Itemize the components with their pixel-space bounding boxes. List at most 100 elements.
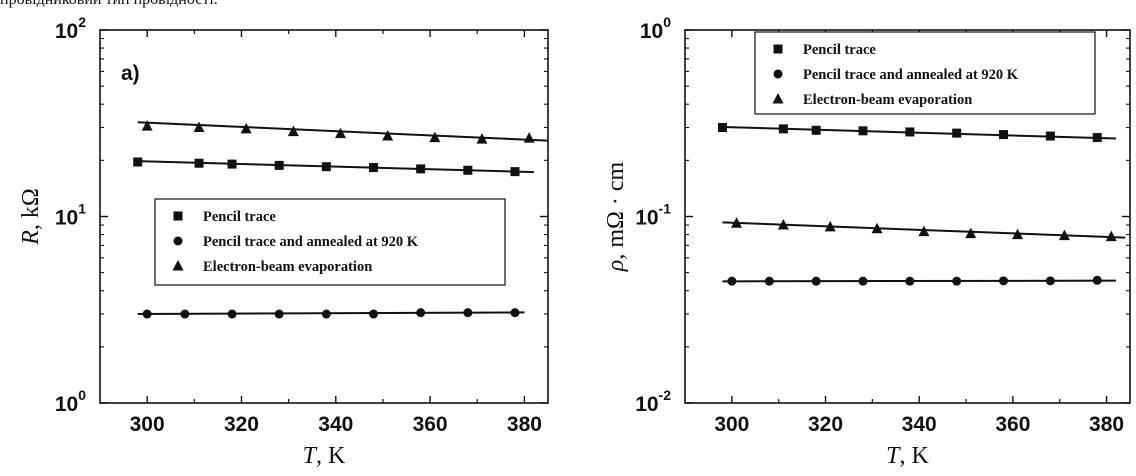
data-point xyxy=(335,127,347,139)
data-point xyxy=(871,222,883,234)
data-point xyxy=(778,124,788,134)
fit-line xyxy=(137,311,525,316)
data-point xyxy=(965,227,977,239)
series-circle xyxy=(137,308,525,319)
x-tick-label: 300 xyxy=(714,413,749,436)
x-tick-label: 380 xyxy=(1089,413,1124,436)
data-point xyxy=(321,309,331,319)
y-axis-label: R, kΩ xyxy=(18,188,44,246)
data-point xyxy=(952,276,962,286)
legend: Pencil trace Pencil trace and annealed at… xyxy=(154,198,506,286)
x-tick-label: 340 xyxy=(902,413,937,436)
data-point xyxy=(416,308,426,318)
data-point xyxy=(227,159,237,169)
data-point xyxy=(858,276,868,286)
data-point xyxy=(1045,131,1055,141)
legend-label: Pencil trace and annealed at 920 K xyxy=(203,234,419,250)
series-triangle xyxy=(137,120,549,144)
y-tick-label: 10-1 xyxy=(635,201,671,230)
series-square xyxy=(717,123,1116,143)
legend-marker xyxy=(173,211,183,221)
x-tick-label: 380 xyxy=(507,413,542,436)
data-point xyxy=(727,276,737,286)
data-point xyxy=(811,276,821,286)
x-tick-label: 360 xyxy=(995,413,1030,436)
panel-label: a) xyxy=(121,62,140,85)
data-point xyxy=(905,276,915,286)
legend-marker xyxy=(173,236,183,246)
data-point xyxy=(510,308,520,318)
chart-panel-1: 300 320 340 360 380 100 101 102 T, K R, kΩ a) Penci… xyxy=(18,14,549,469)
x-tick-label: 360 xyxy=(413,413,448,436)
data-point xyxy=(142,309,152,319)
legend-label: Pencil trace xyxy=(803,42,876,58)
data-point xyxy=(824,220,836,232)
x-tick-label: 320 xyxy=(808,413,843,436)
y-axis-label: ρ, mΩ · cm xyxy=(603,162,629,273)
data-point xyxy=(382,130,394,141)
data-point xyxy=(227,309,237,319)
legend-marker xyxy=(172,260,184,271)
data-point xyxy=(321,162,331,172)
legend-label: Electron-beam evaporation xyxy=(203,259,372,275)
data-point xyxy=(141,120,153,131)
data-point xyxy=(369,163,379,173)
data-point xyxy=(999,276,1009,286)
data-point xyxy=(194,158,204,168)
data-point xyxy=(287,125,299,137)
legend-box xyxy=(754,31,1096,115)
data-point xyxy=(999,130,1009,140)
page-caption: провідниковий тип провідності. xyxy=(0,0,1136,11)
data-point xyxy=(1092,133,1102,143)
data-point xyxy=(510,167,520,177)
data-point xyxy=(1012,228,1024,240)
data-point xyxy=(463,308,473,318)
chart-panel-2: 300 320 340 360 380 10-2 10-1 100 T, K ρ, mΩ · cm… xyxy=(603,14,1131,469)
data-point xyxy=(180,309,190,319)
data-point xyxy=(274,309,284,319)
data-point xyxy=(274,160,284,170)
data-point xyxy=(764,276,774,286)
legend-marker xyxy=(773,44,783,54)
x-tick-label: 340 xyxy=(318,413,353,436)
legend-label: Pencil trace and annealed at 920 K xyxy=(803,67,1019,83)
fit-line xyxy=(722,279,1116,283)
data-point xyxy=(429,131,441,143)
data-point xyxy=(1092,275,1102,285)
y-tick-label: 102 xyxy=(55,14,86,43)
data-point xyxy=(777,219,789,230)
data-point xyxy=(905,127,915,137)
data-point xyxy=(476,133,488,144)
legend-marker xyxy=(772,93,784,104)
data-point xyxy=(811,125,821,135)
y-tick-label: 100 xyxy=(55,387,86,416)
data-point xyxy=(369,309,379,319)
data-point xyxy=(918,225,930,237)
legend-box xyxy=(154,198,506,286)
data-point xyxy=(1045,276,1055,286)
x-tick-label: 300 xyxy=(130,413,165,436)
data-point xyxy=(240,122,252,134)
data-point xyxy=(858,126,868,136)
data-point xyxy=(463,165,473,175)
data-point xyxy=(1058,229,1070,241)
data-point xyxy=(952,128,962,138)
y-tick-label: 101 xyxy=(55,201,86,230)
data-point xyxy=(523,132,535,143)
data-point xyxy=(731,217,743,228)
data-point xyxy=(133,157,143,167)
legend-label: Pencil trace xyxy=(203,209,276,225)
y-tick-label: 100 xyxy=(640,14,671,43)
series-triangle xyxy=(722,217,1126,242)
data-point xyxy=(416,164,426,174)
legend-marker xyxy=(773,69,783,79)
legend: Pencil trace Pencil trace and annealed at… xyxy=(754,31,1096,115)
data-point xyxy=(717,123,727,133)
x-axis-label: T, K xyxy=(303,443,346,469)
series-circle xyxy=(722,275,1116,286)
data-point xyxy=(1105,230,1117,242)
legend-label: Electron-beam evaporation xyxy=(803,92,972,108)
x-axis-label: T, K xyxy=(886,443,929,469)
x-tick-label: 320 xyxy=(224,413,259,436)
